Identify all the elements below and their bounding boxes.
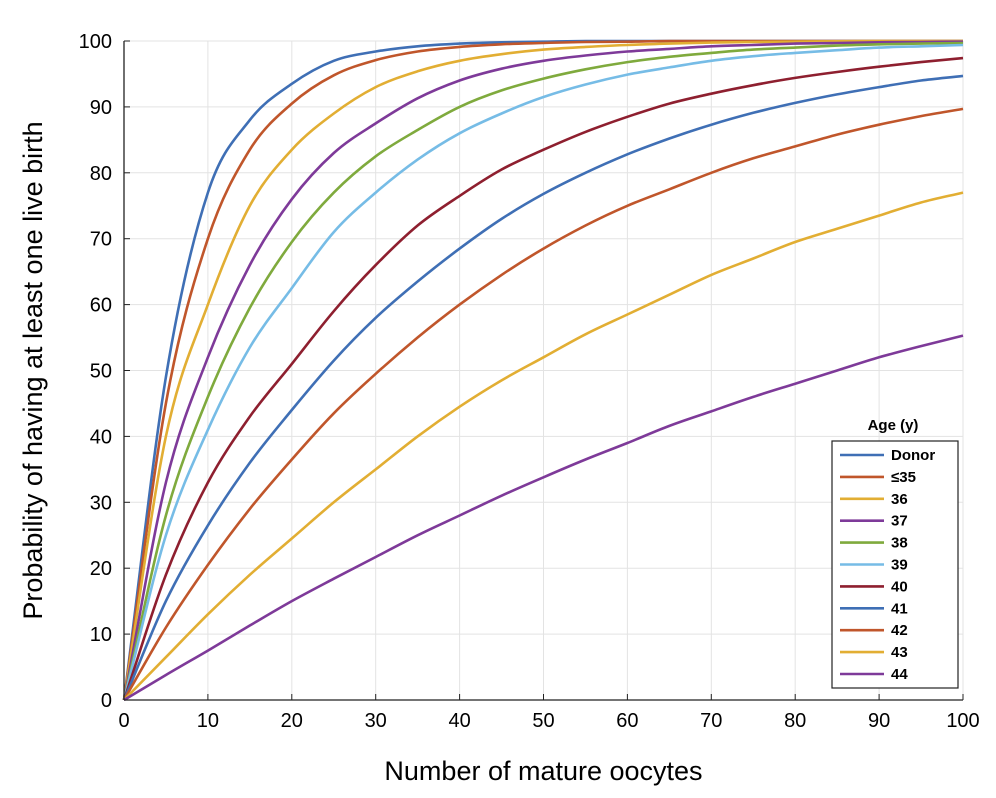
series-line-7 [122,74,964,701]
series-lines [122,39,964,702]
x-tick-label-0: 0 [118,710,129,732]
legend: Donor ≤35 36 37 38 39 40 41 42 43 44 [831,440,959,689]
legend-label-5: 39 [891,557,908,574]
x-tick-label-3: 30 [365,710,387,732]
tick-labels: 0 10 20 30 40 50 60 70 80 90 100 0 10 20 30 40 50 60 70 80 9… [79,31,980,732]
legend-label-0: Donor [891,447,935,464]
series-line-8 [122,107,964,701]
series-line-5 [122,43,964,701]
x-tick-label-1: 10 [197,710,219,732]
y-tick-label-0: 0 [101,690,112,712]
series-line-9 [123,191,964,701]
legend-label-3: 37 [891,513,908,530]
legend-label-9: 43 [891,644,908,661]
legend-label-4: 38 [891,535,908,552]
series-line-3 [122,40,964,701]
axes [123,40,964,701]
x-tick-label-10: 100 [946,710,979,732]
x-tick-label-2: 20 [281,710,303,732]
legend-label-8: 42 [891,622,908,639]
x-axis-label: Number of mature oocytes [384,756,702,786]
series-line-6 [122,56,964,701]
y-tick-label-8: 80 [90,163,112,185]
y-tick-label-9: 90 [90,97,112,119]
y-tick-label-5: 50 [90,361,112,383]
y-tick-label-4: 40 [90,426,112,448]
x-tick-label-7: 70 [700,710,722,732]
y-tick-label-1: 10 [90,624,112,646]
series-line-10 [123,334,964,702]
series-line-2 [122,39,963,701]
legend-label-7: 41 [891,600,908,617]
legend-label-10: 44 [891,666,908,683]
y-tick-label-3: 30 [90,492,112,514]
legend-label-6: 40 [891,578,908,595]
y-tick-label-10: 100 [79,31,112,53]
y-axis-label: Probability of having at least one live … [18,121,48,619]
x-tick-label-8: 80 [784,710,806,732]
x-tick-label-4: 40 [448,710,470,732]
legend-label-1: ≤35 [891,469,916,486]
legend-title: Age (y) [868,417,919,434]
y-tick-label-6: 60 [90,295,112,317]
x-tick-label-6: 60 [616,710,638,732]
x-tick-label-5: 50 [532,710,554,732]
x-tick-label-9: 90 [868,710,890,732]
series-line-4 [122,41,964,701]
legend-label-2: 36 [891,491,908,508]
y-tick-label-2: 20 [90,558,112,580]
y-tick-label-7: 70 [90,229,112,251]
